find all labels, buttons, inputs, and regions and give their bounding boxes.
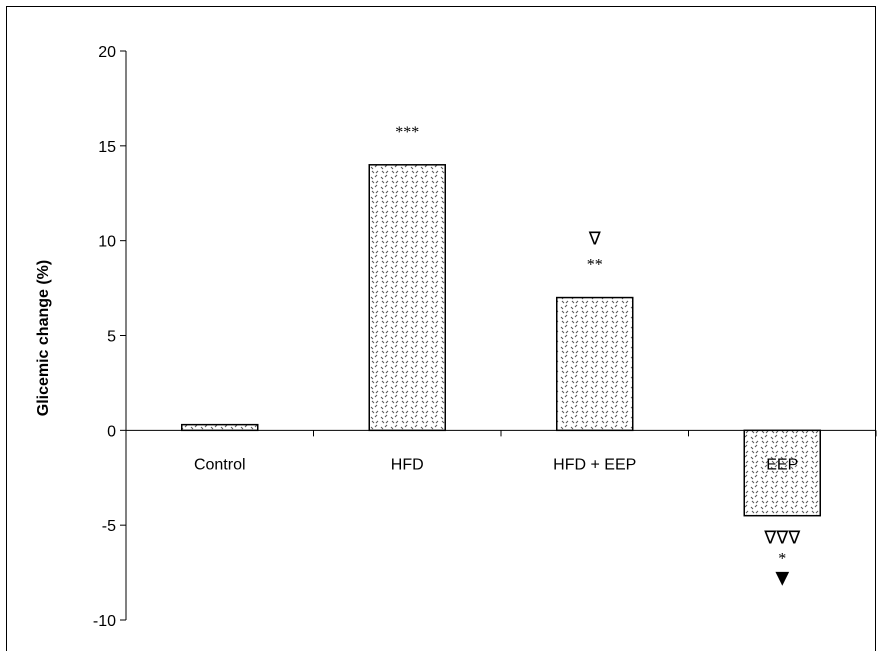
label-layer: Control HFD HFD + EEP EEP *** ∇ ** ∇∇∇ *▼ bbox=[194, 124, 801, 589]
significance-annotation: *** bbox=[395, 124, 419, 141]
significance-annotation: ∇∇∇ bbox=[763, 528, 801, 549]
significance-annotation: ▼ bbox=[775, 568, 789, 589]
chart-frame bbox=[6, 6, 876, 651]
category-label: HFD bbox=[391, 456, 424, 473]
bar-layer bbox=[181, 164, 821, 517]
y-tick-label: 10 bbox=[98, 234, 116, 251]
bar-control bbox=[181, 423, 259, 432]
axis-layer: 20 15 10 5 0 -5 -10 bbox=[93, 44, 877, 630]
y-tick-label: 5 bbox=[107, 329, 116, 346]
category-label: Control bbox=[194, 456, 246, 473]
category-label: HFD + EEP bbox=[553, 456, 636, 473]
y-tick-label: 20 bbox=[98, 44, 116, 61]
significance-annotation: ∇ bbox=[588, 229, 602, 250]
bar-eep bbox=[743, 429, 821, 517]
category-label: EEP bbox=[766, 456, 798, 473]
y-tick-label: 15 bbox=[98, 139, 116, 156]
bar-hfd bbox=[368, 164, 446, 432]
y-tick-label: -10 bbox=[93, 613, 116, 630]
y-tick-label: 0 bbox=[107, 423, 116, 440]
bar-hfd-eep bbox=[556, 296, 634, 432]
y-tick-label: -5 bbox=[102, 518, 116, 535]
significance-annotation: * bbox=[778, 551, 786, 568]
significance-annotation: ** bbox=[587, 257, 603, 274]
y-axis-label: Glicemic change (%) bbox=[35, 260, 52, 417]
